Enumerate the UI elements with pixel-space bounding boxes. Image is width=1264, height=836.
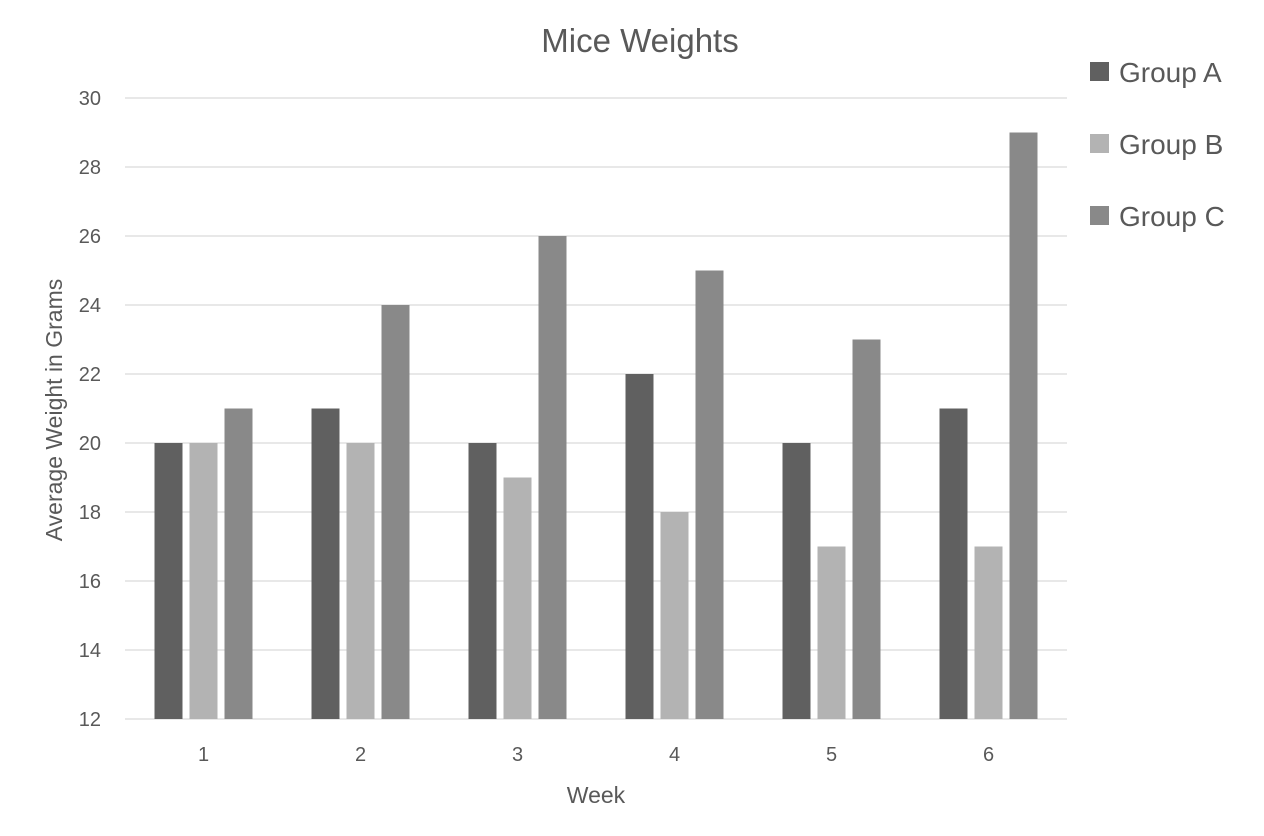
y-axis-ticks: 12 14 16 18 20 22 24 26 28 30 [79,88,101,731]
bar-group-a-week-4 [625,374,654,719]
legend-swatch [1090,134,1109,153]
x-tick-label: 2 [355,744,366,766]
bar-group-a-week-6 [939,408,968,719]
legend-swatch [1090,206,1109,225]
bar-group-b-week-3 [503,477,532,719]
x-tick-label: 1 [198,744,209,766]
bar-group-c-week-6 [1009,132,1038,719]
y-tick-label: 14 [79,640,101,662]
bar-group-b-week-1 [189,443,218,719]
x-tick-label: 3 [512,744,523,766]
y-tick-label: 26 [79,226,101,248]
legend-label: Group A [1119,57,1222,88]
bars [154,132,1038,719]
legend-swatch [1090,62,1109,81]
y-tick-label: 22 [79,364,101,386]
legend-label: Group B [1119,129,1223,160]
bar-group-c-week-3 [538,236,567,719]
y-tick-label: 12 [79,709,101,731]
gridlines [125,97,1067,720]
bar-group-c-week-5 [852,339,881,719]
x-tick-label: 4 [669,744,680,766]
bar-group-c-week-4 [695,270,724,719]
bar-group-c-week-1 [224,408,253,719]
y-tick-label: 28 [79,157,101,179]
y-tick-label: 30 [79,88,101,110]
x-axis-ticks: 1 2 3 4 5 6 [198,744,994,766]
bar-group-a-week-2 [311,408,340,719]
bar-group-b-week-2 [346,443,375,719]
chart-title: Mice Weights [541,22,738,59]
y-axis-title: Average Weight in Grams [41,279,67,542]
bar-group-a-week-5 [782,443,811,719]
bar-group-b-week-6 [974,546,1003,719]
x-axis-title: Week [567,782,626,808]
bar-group-a-week-3 [468,443,497,719]
y-tick-label: 16 [79,571,101,593]
bar-group-a-week-1 [154,443,183,719]
y-tick-label: 18 [79,502,101,524]
legend: Group A Group B Group C [1090,57,1225,232]
y-tick-label: 24 [79,295,101,317]
x-tick-label: 6 [983,744,994,766]
y-tick-label: 20 [79,433,101,455]
bar-group-c-week-2 [381,305,410,719]
legend-label: Group C [1119,201,1225,232]
bar-group-b-week-4 [660,512,689,719]
bar-group-b-week-5 [817,546,846,719]
x-tick-label: 5 [826,744,837,766]
